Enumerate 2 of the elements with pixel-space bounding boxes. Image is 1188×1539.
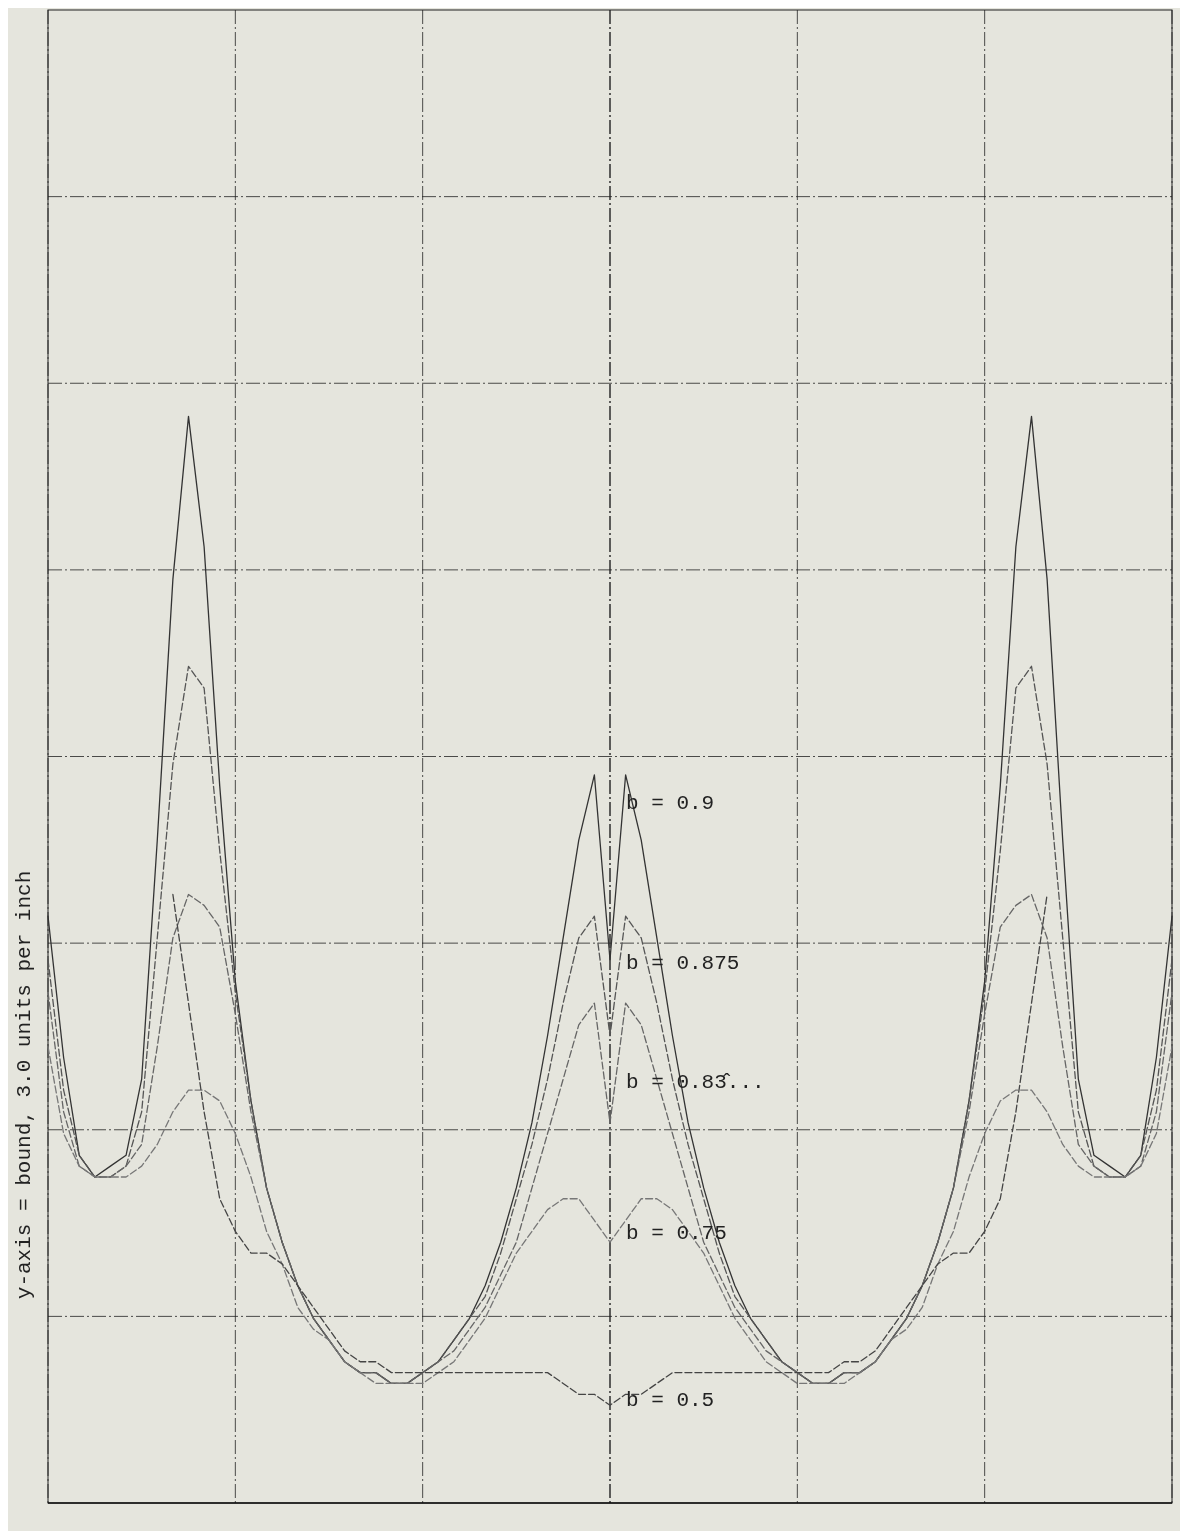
- series-label: b = 0.5: [626, 1388, 715, 1412]
- y-axis-title: y-axis = bound, 3.0 units per inch: [13, 870, 36, 1300]
